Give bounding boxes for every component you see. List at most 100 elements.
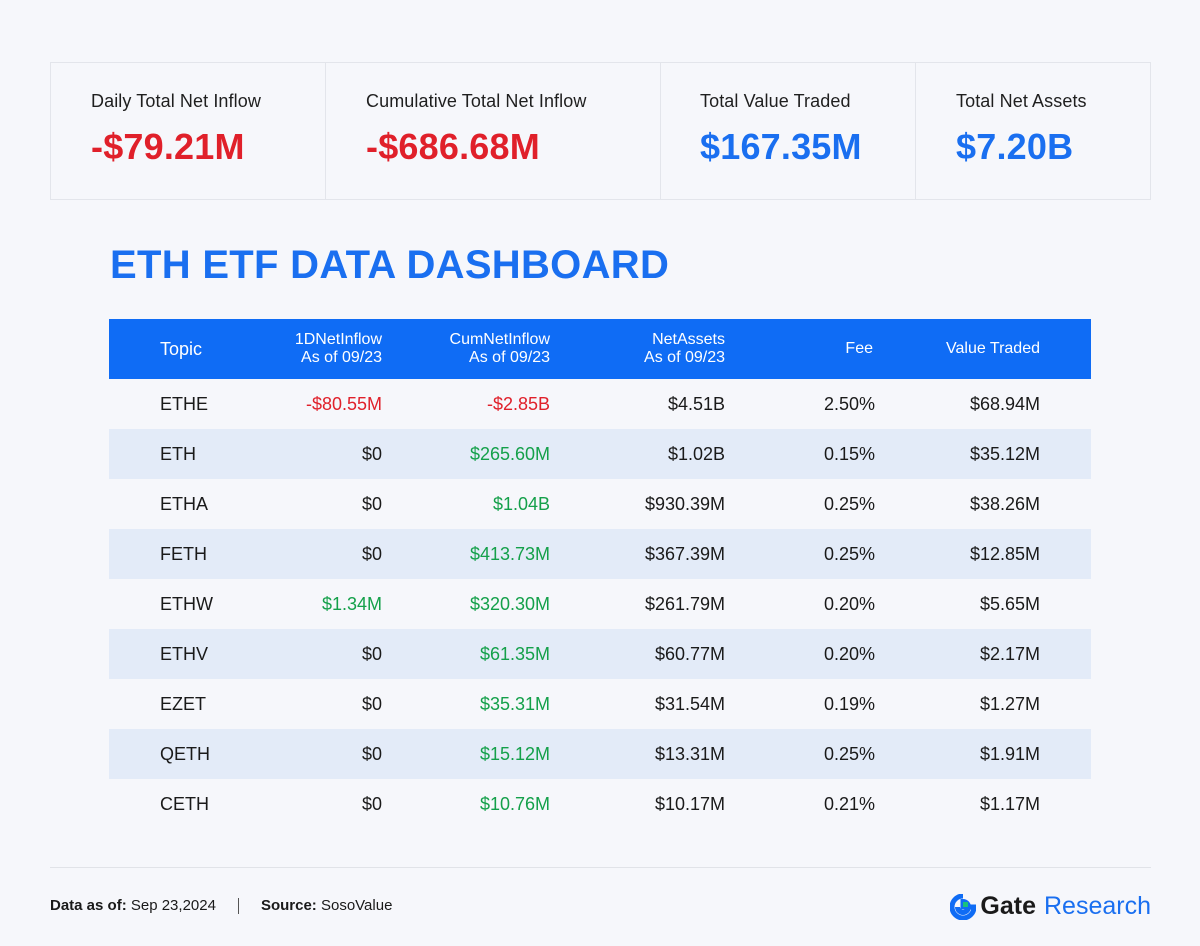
summary-value: $167.35M (700, 126, 862, 167)
cell-value-traded: $68.94M (969, 393, 1040, 414)
summary-value: -$686.68M (366, 126, 540, 167)
gate-logo-icon (950, 893, 977, 920)
cell-net-assets: $930.39M (644, 493, 725, 514)
summary-value: $7.20B (956, 126, 1074, 167)
cell-topic: QETH (160, 743, 211, 764)
cell-topic: EZET (160, 693, 207, 714)
header-net-assets: NetAssets As of 09/23 (644, 319, 725, 379)
cell-net-assets: $4.51B (667, 393, 725, 414)
cell-cum-net-inflow: -$2.85B (486, 393, 550, 414)
table-row: ETHA $0 $1.04B $930.39M 0.25% $38.26M (109, 479, 1091, 529)
cell-net-assets: $13.31M (654, 743, 725, 764)
cell-1d-net-inflow: $0 (361, 793, 382, 814)
header-line-2: As of 09/23 (644, 349, 725, 366)
table-row: CETH $0 $10.76M $10.17M 0.21% $1.17M (109, 779, 1091, 829)
header-cum-net-inflow: CumNetInflow As of 09/23 (450, 319, 550, 379)
cell-1d-net-inflow: -$80.55M (305, 393, 382, 414)
page-title: ETH ETF DATA DASHBOARD (110, 243, 670, 287)
cell-value-traded: $1.91M (979, 743, 1040, 764)
cell-1d-net-inflow: $0 (361, 493, 382, 514)
table-body: ETHE -$80.55M -$2.85B $4.51B 2.50% $68.94M ETH… (109, 379, 1091, 829)
cell-value-traded: $38.26M (969, 493, 1040, 514)
cell-net-assets: $60.77M (654, 643, 725, 664)
table-row: ETH $0 $265.60M $1.02B 0.15% $35.12M (109, 429, 1091, 479)
cell-fee: 0.21% (823, 793, 875, 814)
summary-label: Total Value Traded (700, 91, 851, 111)
cell-cum-net-inflow: $15.12M (479, 743, 550, 764)
cell-net-assets: $1.02B (667, 443, 725, 464)
summary-label: Cumulative Total Net Inflow (366, 91, 587, 111)
cell-cum-net-inflow: $10.76M (479, 793, 550, 814)
table-row: ETHV $0 $61.35M $60.77M 0.20% $2.17M (109, 629, 1091, 679)
cell-topic: ETHV (160, 643, 209, 664)
etf-table: Topic 1DNetInflow As of 09/23 CumNetInfl… (109, 319, 1091, 829)
brand-logo: Gate Research (950, 892, 1151, 921)
cell-value-traded: $2.17M (979, 643, 1040, 664)
header-line-2: As of 09/23 (301, 349, 382, 366)
date-value: Sep 23,2024 (130, 897, 216, 914)
cell-fee: 0.15% (823, 443, 875, 464)
table-row: EZET $0 $35.31M $31.54M 0.19% $1.27M (109, 679, 1091, 729)
cell-topic: ETHA (160, 493, 209, 514)
summary-card-net-assets: Total Net Assets $7.20B (916, 63, 1150, 199)
brand-suffix: Research (1044, 892, 1151, 920)
summary-card-daily-inflow: Daily Total Net Inflow -$79.21M (51, 63, 326, 199)
cell-cum-net-inflow: $320.30M (469, 593, 550, 614)
header-line-1: NetAssets (652, 331, 725, 348)
source-value: SosoValue (320, 897, 393, 914)
cell-fee: 0.20% (823, 593, 875, 614)
cell-1d-net-inflow: $0 (361, 693, 382, 714)
date-label: Data as of: (50, 897, 127, 914)
header-line-1: 1DNetInflow (294, 331, 382, 348)
table-header: Topic 1DNetInflow As of 09/23 CumNetInfl… (109, 319, 1091, 379)
summary-card-cumulative-inflow: Cumulative Total Net Inflow -$686.68M (326, 63, 661, 199)
summary-label: Daily Total Net Inflow (91, 91, 261, 111)
header-traded-label: Value Traded (946, 340, 1040, 357)
cell-net-assets: $10.17M (654, 793, 725, 814)
footer-separator (237, 897, 239, 914)
cell-cum-net-inflow: $265.60M (469, 443, 550, 464)
cell-fee: 0.19% (823, 693, 875, 714)
header-line-1: CumNetInflow (449, 331, 550, 348)
cell-1d-net-inflow: $0 (361, 643, 382, 664)
summary-bar: Daily Total Net Inflow -$79.21M Cumulati… (50, 62, 1151, 200)
source-label: Source: (260, 897, 317, 914)
cell-fee: 0.25% (823, 543, 875, 564)
cell-value-traded: $5.65M (979, 593, 1040, 614)
header-topic: Topic (160, 319, 202, 379)
cell-topic: FETH (160, 543, 207, 564)
cell-value-traded: $1.27M (979, 693, 1040, 714)
summary-label: Total Net Assets (956, 91, 1087, 111)
cell-topic: ETHE (160, 393, 209, 414)
summary-value: -$79.21M (91, 126, 245, 167)
cell-fee: 0.25% (823, 493, 875, 514)
brand-name: Gate (980, 892, 1036, 920)
cell-topic: CETH (160, 793, 209, 814)
footer-divider (50, 867, 1151, 868)
cell-1d-net-inflow: $0 (361, 443, 382, 464)
cell-topic: ETHW (160, 593, 213, 614)
header-line-2: As of 09/23 (469, 349, 550, 366)
header-fee-label: Fee (845, 340, 873, 357)
cell-1d-net-inflow: $0 (361, 543, 382, 564)
cell-cum-net-inflow: $61.35M (479, 643, 550, 664)
cell-net-assets: $367.39M (644, 543, 725, 564)
table-row: ETHW $1.34M $320.30M $261.79M 0.20% $5.65M (109, 579, 1091, 629)
cell-1d-net-inflow: $0 (361, 743, 382, 764)
header-fee: Fee (845, 319, 873, 379)
cell-value-traded: $35.12M (969, 443, 1040, 464)
cell-cum-net-inflow: $1.04B (492, 493, 550, 514)
cell-1d-net-inflow: $1.34M (321, 593, 382, 614)
cell-fee: 2.50% (823, 393, 875, 414)
cell-topic: ETH (160, 443, 196, 464)
table-row: FETH $0 $413.73M $367.39M 0.25% $12.85M (109, 529, 1091, 579)
footer-meta: Data as of: Sep 23,2024 Source: SosoValu… (50, 897, 392, 914)
cell-fee: 0.25% (823, 743, 875, 764)
cell-cum-net-inflow: $413.73M (469, 543, 550, 564)
header-topic-label: Topic (160, 339, 203, 359)
cell-fee: 0.20% (823, 643, 875, 664)
summary-card-value-traded: Total Value Traded $167.35M (661, 63, 916, 199)
cell-value-traded: $12.85M (969, 543, 1040, 564)
table-row: ETHE -$80.55M -$2.85B $4.51B 2.50% $68.94M (109, 379, 1091, 429)
cell-cum-net-inflow: $35.31M (479, 693, 550, 714)
